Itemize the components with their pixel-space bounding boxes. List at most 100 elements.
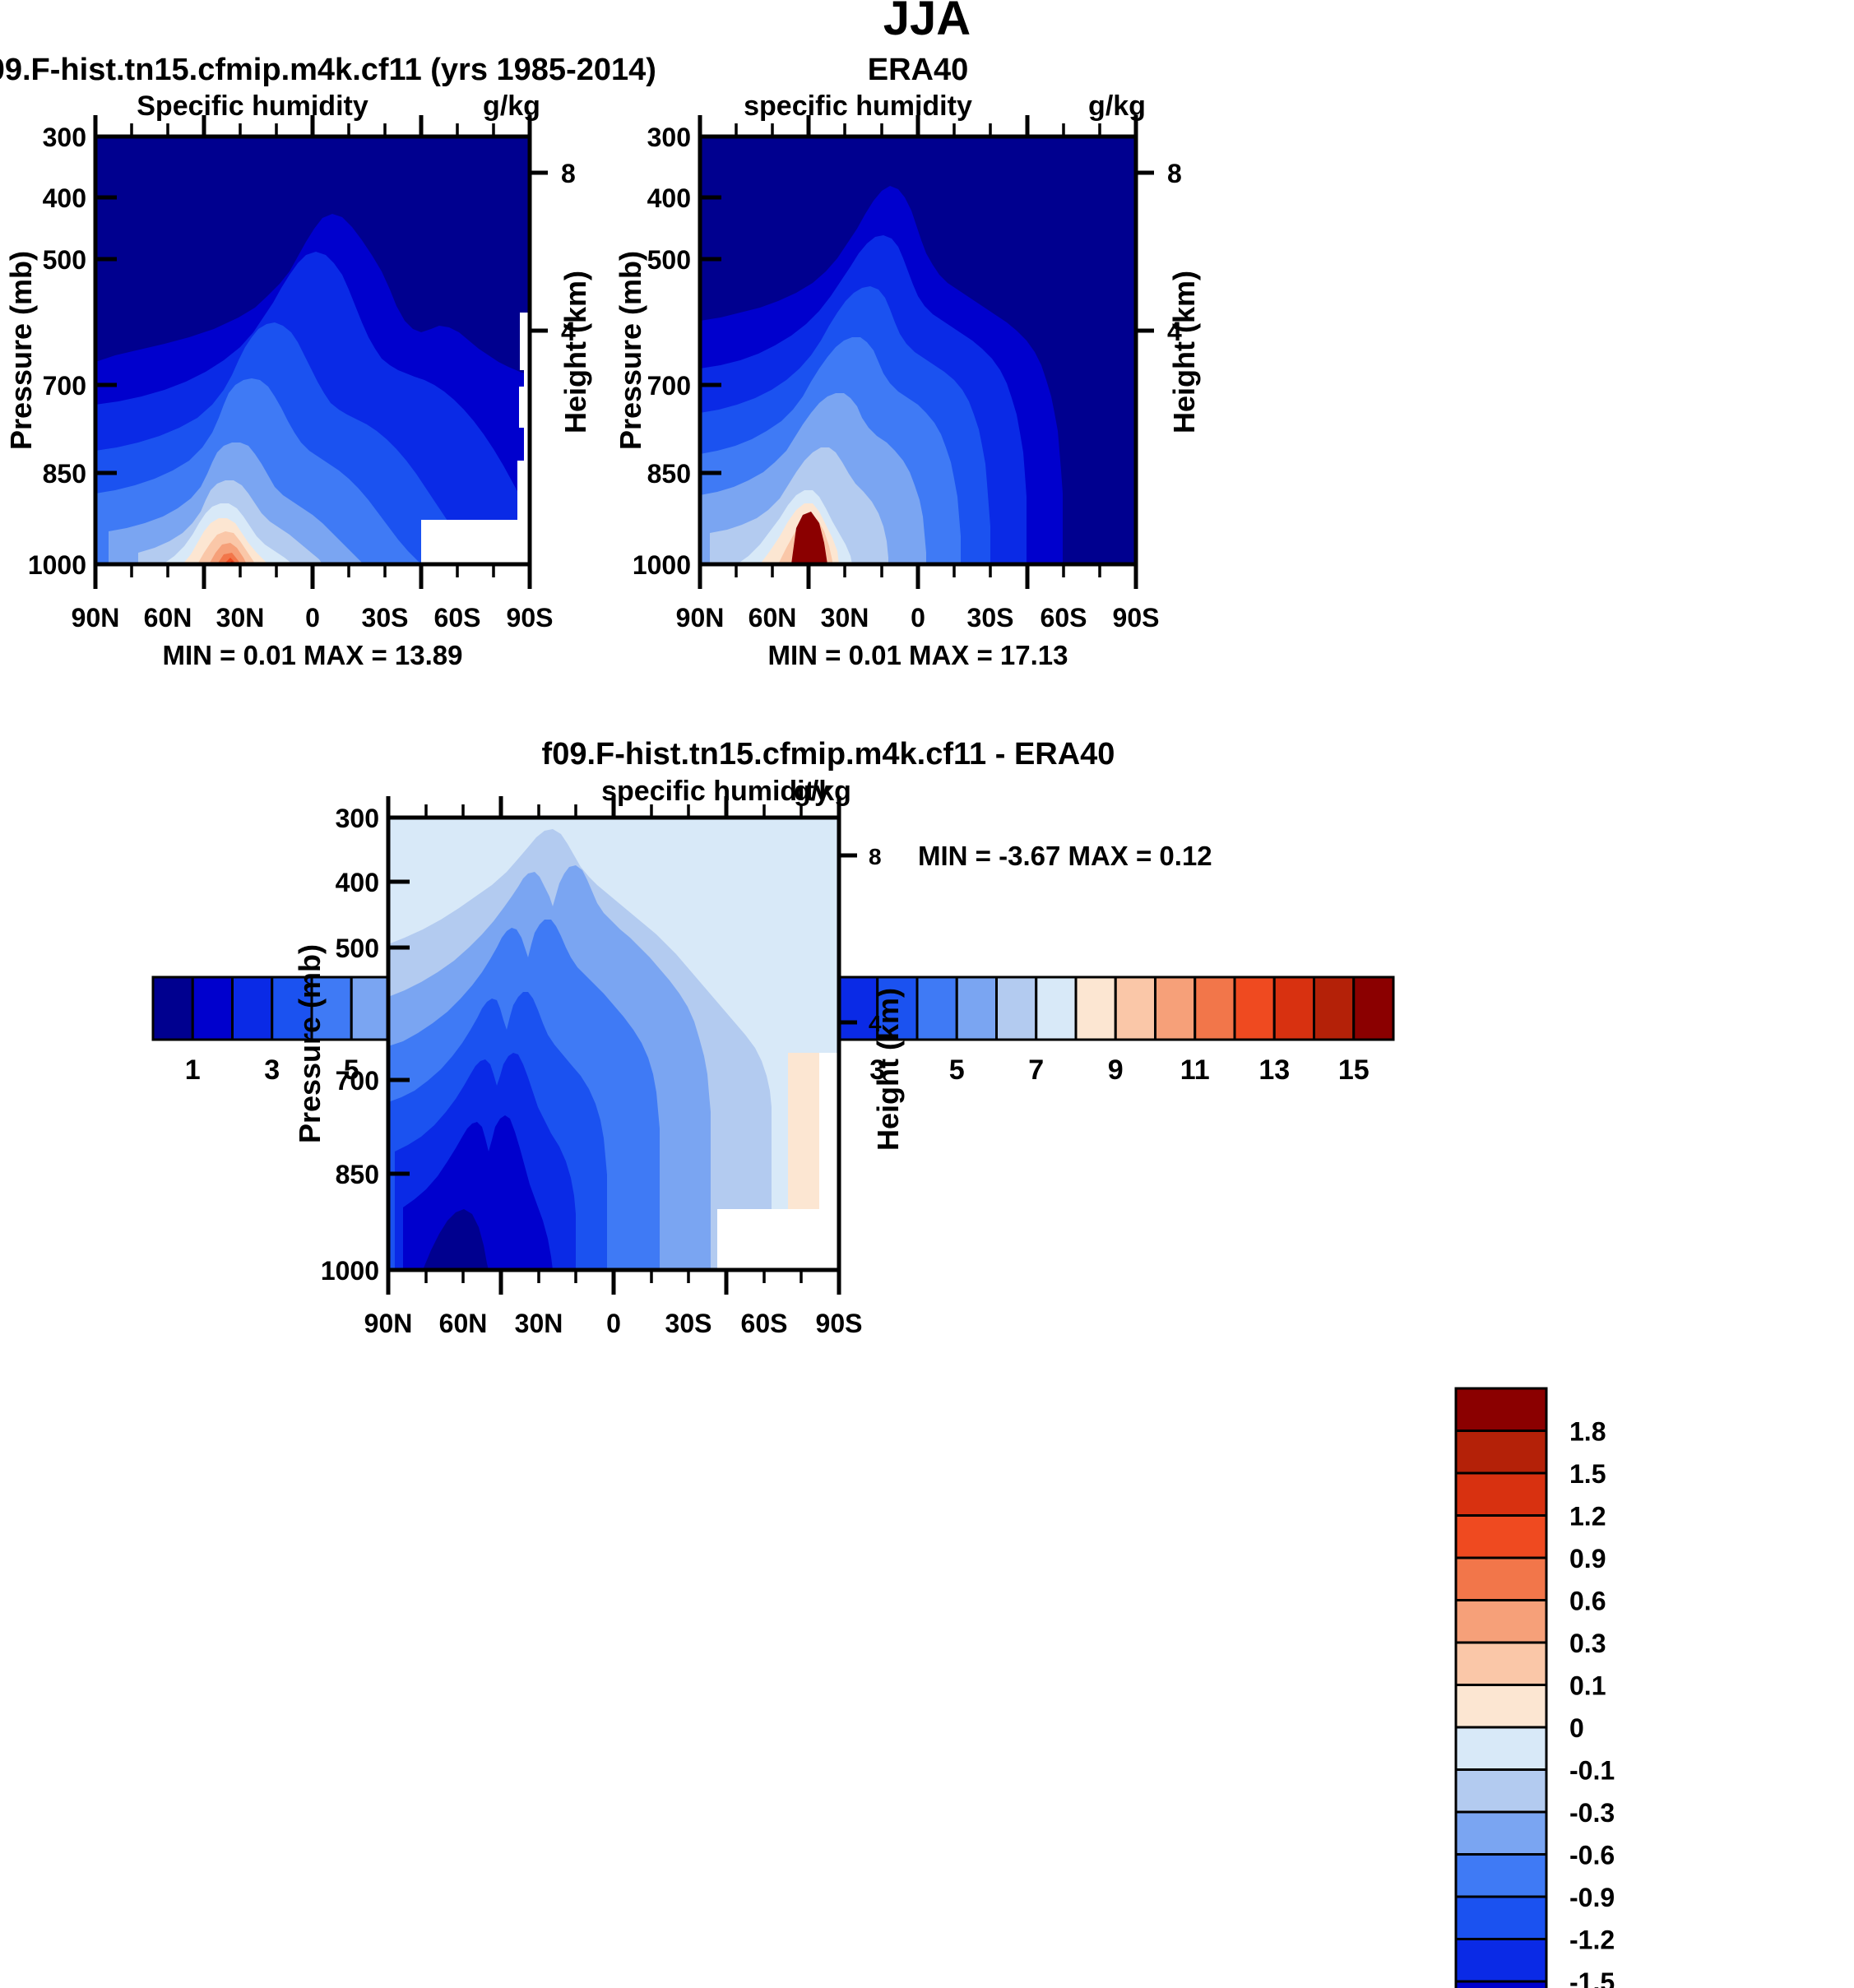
- colorbar-difference-label-11: -0.9: [1569, 1883, 1615, 1912]
- panel-model: f09.F-hist.tn15.cfmip.m4k.cf11 (yrs 1985…: [0, 53, 656, 567]
- panel-obs-axes: 300 400 500 700 850 1000 Pressure (mb) 8…: [614, 115, 1201, 670]
- colorbar-difference-label-2: 1.2: [1569, 1502, 1606, 1532]
- colorbar-difference-swatch-14[interactable]: [1454, 1980, 1548, 1988]
- panel-diff-units: g/kg: [794, 776, 851, 807]
- diff-y-tick-1000: 1000: [321, 1256, 379, 1286]
- panel-diff-pressure-label: Pressure (mb): [293, 944, 327, 1143]
- colorbar-obs-swatch-14[interactable]: [1313, 975, 1356, 1041]
- colorbar-obs-label-1: 3: [869, 1054, 885, 1086]
- diff-y-tick-300: 300: [336, 804, 379, 833]
- diff-y-tick-400: 400: [336, 868, 379, 897]
- colorbar-model-label-1: 3: [264, 1054, 280, 1086]
- obs-y-tick-700: 700: [647, 371, 691, 401]
- colorbar-difference-swatch-2[interactable]: [1454, 1471, 1548, 1517]
- obs-y-tick-400: 400: [647, 183, 691, 213]
- diff-x-tick-90s: 90S: [816, 1309, 863, 1338]
- y-tick-850: 850: [43, 459, 86, 489]
- obs-height-tick-4: 4: [1167, 317, 1182, 346]
- panel-model-title: f09.F-hist.tn15.cfmip.m4k.cf11 (yrs 1985…: [0, 53, 656, 87]
- colorbar-difference-swatch-12[interactable]: [1454, 1895, 1548, 1940]
- x-tick-90s: 90S: [507, 603, 554, 633]
- colorbar-difference-swatch-10[interactable]: [1454, 1810, 1548, 1856]
- colorbar-difference-swatch-0[interactable]: [1454, 1387, 1548, 1432]
- colorbar-obs-swatch-7[interactable]: [1035, 975, 1078, 1041]
- colorbar-obs-swatch-6[interactable]: [995, 975, 1038, 1041]
- panel-obs-minmax: MIN = 0.01 MAX = 17.13: [767, 640, 1068, 670]
- x-tick-30s: 30S: [362, 603, 409, 633]
- colorbar-model-swatch-2[interactable]: [231, 975, 274, 1041]
- diff-x-tick-0: 0: [606, 1309, 621, 1338]
- colorbar-difference-label-13: -1.5: [1569, 1967, 1615, 1988]
- panel-diff-title: f09.F-hist.tn15.cfmip.m4k.cf11 - ERA40: [542, 737, 1115, 772]
- panel-model-pressure-label: Pressure (mb): [4, 251, 38, 450]
- colorbar-obs-label-2: 5: [949, 1054, 965, 1086]
- colorbar-difference-swatch-13[interactable]: [1454, 1938, 1548, 1983]
- x-tick-0: 0: [305, 603, 320, 633]
- colorbar-obs[interactable]: [757, 975, 1395, 1041]
- colorbar-difference-swatch-6[interactable]: [1454, 1641, 1548, 1686]
- colorbar-difference-swatch-5[interactable]: [1454, 1599, 1548, 1644]
- colorbar-obs-swatch-15[interactable]: [1352, 975, 1395, 1041]
- colorbar-difference-swatch-3[interactable]: [1454, 1514, 1548, 1559]
- panel-obs-title: ERA40: [868, 53, 969, 87]
- panel-diff: f09.F-hist.tn15.cfmip.m4k.cf11 - ERA40 s…: [386, 737, 1115, 1272]
- colorbar-model-swatch-3[interactable]: [271, 975, 313, 1041]
- colorbar-difference-swatch-4[interactable]: [1454, 1556, 1548, 1601]
- colorbar-obs-label-3: 7: [1028, 1054, 1044, 1086]
- colorbar-difference-swatch-9[interactable]: [1454, 1768, 1548, 1814]
- colorbar-difference-label-1: 1.5: [1569, 1459, 1606, 1489]
- colorbar-obs-swatch-10[interactable]: [1154, 975, 1197, 1041]
- colorbar-obs-swatch-13[interactable]: [1272, 975, 1315, 1041]
- diff-height-tick-8: 8: [869, 844, 882, 869]
- panel-obs-contours: [700, 137, 1136, 564]
- colorbar-difference-swatch-8[interactable]: [1454, 1726, 1548, 1771]
- colorbar-obs-label-6: 13: [1258, 1054, 1290, 1086]
- colorbar-obs-swatch-8[interactable]: [1074, 975, 1117, 1041]
- colorbar-obs-swatch-5[interactable]: [955, 975, 998, 1041]
- panel-model-contours: [95, 137, 530, 564]
- panel-obs-pressure-label: Pressure (mb): [614, 251, 647, 450]
- colorbar-model-swatch-0[interactable]: [151, 975, 194, 1041]
- diff-x-tick-90n: 90N: [364, 1309, 413, 1338]
- panel-obs-variable: specific humidity: [744, 90, 972, 122]
- colorbar-difference-swatch-1[interactable]: [1454, 1430, 1548, 1475]
- colorbar-obs-swatch-12[interactable]: [1233, 975, 1276, 1041]
- colorbar-difference-labels: 1.8 1.5 1.2 0.9 0.6 0.3 0.1 0 -0.1 -0.3 -0.6 -0.9 -1…: [1569, 1417, 1615, 1988]
- colorbar-model-label-2: 5: [344, 1054, 359, 1086]
- x-tick-90n: 90N: [72, 603, 120, 633]
- x-tick-60s: 60S: [434, 603, 481, 633]
- diff-height-tick-4: 4: [869, 1011, 882, 1036]
- panel-diff-axes: 300 400 500 700 850 1000 Pressure (mb) 8…: [293, 796, 1212, 1338]
- colorbar-difference[interactable]: [1454, 1387, 1548, 1988]
- main-title: JJA: [883, 0, 971, 45]
- obs-y-tick-1000: 1000: [633, 550, 691, 580]
- diff-y-tick-500: 500: [336, 934, 379, 963]
- colorbar-obs-swatch-4[interactable]: [915, 975, 958, 1041]
- diff-x-tick-30n: 30N: [515, 1309, 563, 1338]
- diff-y-tick-850: 850: [336, 1160, 379, 1189]
- colorbar-difference-label-8: -0.1: [1569, 1756, 1615, 1786]
- y-tick-500: 500: [43, 245, 86, 275]
- y-tick-300: 300: [43, 123, 86, 152]
- panel-diff-height-label: Height (km): [871, 988, 905, 1151]
- y-tick-1000: 1000: [28, 550, 86, 580]
- colorbar-obs-swatch-9[interactable]: [1114, 975, 1156, 1041]
- colorbar-difference-label-4: 0.6: [1569, 1587, 1606, 1616]
- panel-diff-minmax: MIN = -3.67 MAX = 0.12: [918, 841, 1212, 871]
- colorbar-model-swatch-5[interactable]: [350, 975, 392, 1041]
- colorbar-model-swatch-1[interactable]: [191, 975, 234, 1041]
- y-tick-400: 400: [43, 183, 86, 213]
- obs-x-tick-30s: 30S: [967, 603, 1014, 633]
- colorbar-obs-swatch-11[interactable]: [1194, 975, 1236, 1041]
- colorbar-obs-swatch-2[interactable]: [837, 975, 879, 1041]
- obs-x-tick-90s: 90S: [1113, 603, 1160, 633]
- colorbar-obs-label-4: 9: [1108, 1054, 1124, 1086]
- panel-obs-height-label: Height (km): [1167, 271, 1201, 433]
- panel-diff-variable: specific humidity: [601, 776, 830, 807]
- colorbar-difference-label-5: 0.3: [1569, 1629, 1606, 1658]
- obs-y-tick-850: 850: [647, 459, 691, 489]
- colorbar-difference-label-3: 0.9: [1569, 1544, 1606, 1573]
- colorbar-difference-swatch-7[interactable]: [1454, 1684, 1548, 1729]
- colorbar-difference-swatch-11[interactable]: [1454, 1853, 1548, 1898]
- diff-x-tick-60s: 60S: [741, 1309, 788, 1338]
